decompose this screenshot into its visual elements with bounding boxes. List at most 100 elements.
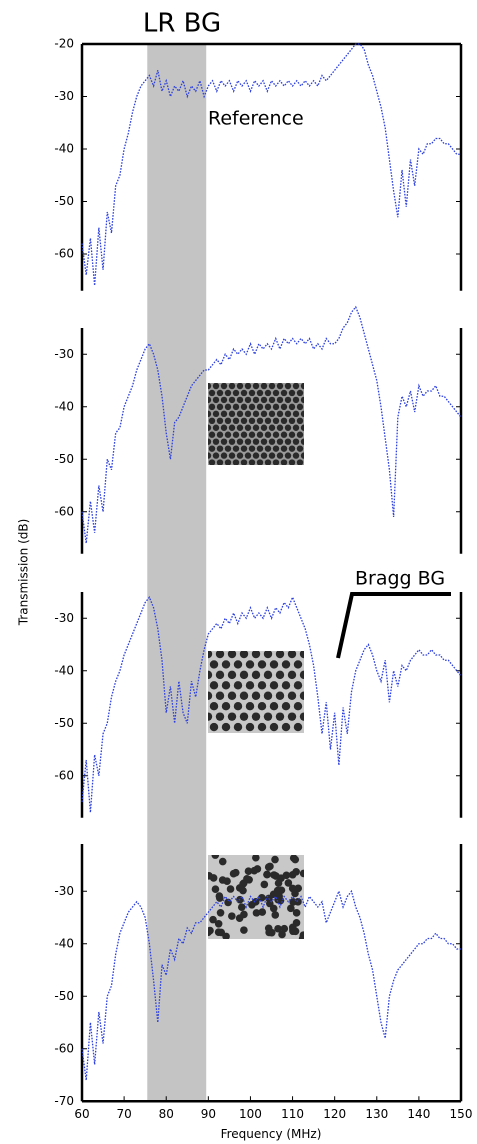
annotation: Bragg BG: [355, 568, 445, 590]
inset-dot: [281, 722, 291, 732]
inset-dot: [296, 431, 304, 438]
inset-dots: [208, 651, 304, 752]
inset-dot: [260, 383, 268, 390]
inset-dot: [211, 885, 220, 893]
inset-dot: [271, 855, 279, 864]
y-tick-label: -20: [54, 37, 74, 51]
inset-dot: [216, 908, 225, 917]
inset-dot: [208, 651, 213, 659]
inset-dot: [215, 651, 225, 659]
inset-dot: [260, 396, 268, 404]
inset-dot: [269, 681, 279, 690]
x-tick-label: 110: [281, 1107, 304, 1121]
y-tick-label: -40: [54, 399, 74, 413]
inset-dot: [260, 410, 268, 418]
inset-dot: [209, 722, 219, 732]
inset-dot: [208, 872, 213, 880]
inset-dot: [222, 932, 230, 939]
inset-dot: [251, 651, 261, 659]
inset-dot: [232, 403, 240, 411]
inset-dot: [272, 431, 280, 438]
inset-dot: [252, 438, 260, 445]
inset-dot: [229, 869, 238, 878]
inset-dot: [208, 712, 213, 721]
inset-dot: [301, 466, 307, 472]
inset-dot: [256, 403, 264, 411]
inset-dot: [256, 389, 264, 397]
inset-dot: [224, 389, 232, 397]
inset-dot: [287, 691, 297, 700]
inset-dot: [285, 466, 291, 472]
inset-dot: [232, 389, 240, 397]
inset-dot: [281, 660, 291, 669]
inset-dot: [208, 926, 214, 935]
inset-dot: [296, 389, 304, 397]
inset-dot: [264, 389, 272, 397]
inset-dot: [251, 898, 260, 906]
inset-dot: [288, 431, 296, 438]
inset-dot: [250, 866, 259, 875]
inset-dot: [208, 410, 212, 418]
inset-dot: [280, 417, 288, 424]
inset-dot: [212, 424, 220, 431]
inset-dot: [216, 403, 224, 411]
inset-dot: [229, 466, 235, 472]
inset-dot: [305, 404, 311, 410]
inset-dot: [209, 660, 219, 669]
inset-dot: [292, 867, 300, 876]
inset-dot: [280, 431, 288, 438]
inset-dot: [208, 403, 216, 411]
inset-dot: [278, 930, 286, 939]
inset-dot: [292, 438, 300, 445]
inset-dot: [233, 660, 243, 669]
inset-dot: [239, 712, 249, 721]
inset-dot: [244, 867, 253, 876]
inset-dot: [275, 712, 285, 721]
inset-dot: [232, 459, 240, 465]
inset-dot: [221, 660, 231, 669]
inset-dot: [288, 417, 296, 424]
inset-dot: [227, 691, 237, 700]
inset-dot: [248, 459, 256, 465]
inset-dot: [252, 855, 260, 862]
inset-dot: [299, 691, 304, 700]
inset-dot: [221, 466, 227, 472]
inset-dot: [292, 424, 300, 431]
inset-dot: [239, 651, 249, 659]
y-tick-label: -40: [54, 936, 74, 950]
inset-dot: [275, 670, 285, 680]
inset-dot: [251, 691, 261, 700]
inset-dot: [233, 722, 243, 732]
inset-dot: [293, 660, 303, 669]
inset-dot: [269, 660, 279, 669]
inset-dot: [263, 670, 273, 680]
inset-dot: [280, 924, 289, 933]
inset-dot: [216, 389, 224, 397]
inset-dot: [284, 424, 292, 431]
inset-dot: [244, 396, 252, 404]
inset-dot: [245, 660, 255, 669]
data-line: [81, 889, 461, 1081]
y-tick-label: -30: [54, 347, 74, 361]
inset-dot: [252, 410, 260, 418]
inset-dot: [282, 744, 290, 752]
inset-dot: [235, 884, 244, 892]
inset-dot: [276, 733, 284, 741]
inset-dot: [256, 417, 264, 424]
inset-dot: [276, 410, 284, 418]
inset-dot: [294, 884, 302, 893]
inset-dot: [289, 855, 298, 862]
inset-dot: [305, 418, 311, 424]
inset-dot: [296, 459, 304, 465]
inset-dot: [221, 681, 231, 690]
inset-dot: [288, 403, 296, 411]
inset-image: [208, 855, 304, 939]
y-tick-label: -40: [54, 142, 74, 156]
inset-dot: [221, 702, 231, 711]
inset-dot: [299, 869, 304, 878]
inset-dot: [236, 383, 244, 390]
inset-dot: [275, 651, 285, 659]
inset-dot: [260, 452, 268, 459]
inset-dot: [236, 410, 244, 418]
